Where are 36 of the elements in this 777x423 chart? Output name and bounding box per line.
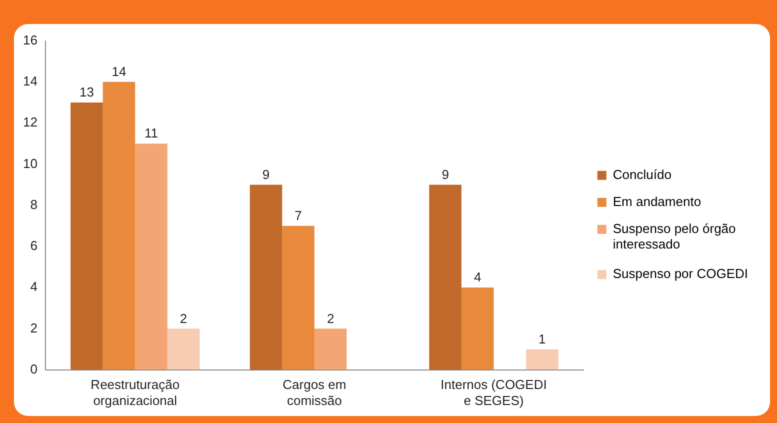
bar	[461, 288, 494, 370]
y-tick-label: 0	[30, 361, 38, 376]
x-tick-label: Internos (COGEDI e SEGES)	[440, 377, 547, 408]
data-label: 7	[294, 208, 302, 223]
y-tick-label: 16	[22, 32, 38, 48]
bar	[102, 82, 136, 370]
data-label: 4	[474, 270, 482, 285]
bar	[282, 226, 314, 370]
data-label: 2	[180, 310, 188, 326]
data-label: 14	[112, 64, 126, 80]
data-label: 2	[326, 310, 334, 326]
x-tick-label: Cargos em comissão	[282, 377, 346, 408]
bar	[135, 144, 168, 370]
y-tick-label: 6	[30, 238, 38, 254]
y-tick-label: 8	[30, 196, 38, 212]
legend-label: Concluído	[612, 166, 672, 182]
y-tick-label: 4	[30, 279, 38, 294]
data-label: 11	[144, 126, 158, 141]
legend-label: Em andamento	[612, 194, 702, 209]
bar	[70, 102, 103, 370]
y-tick-label: 10	[22, 156, 38, 171]
bar	[526, 349, 558, 370]
y-tick-label: 12	[22, 114, 38, 130]
x-tick-label: Reestruturação organizacional	[90, 377, 180, 408]
bar	[429, 184, 462, 370]
legend-label: Suspenso por COGEDI	[612, 266, 748, 282]
data-label: 9	[262, 166, 270, 182]
legend-label: Suspenso pelo órgão interessado	[612, 220, 736, 252]
bar	[314, 328, 347, 370]
bar	[250, 184, 282, 370]
data-label: 1	[538, 331, 546, 346]
y-tick-label: 2	[30, 320, 38, 336]
data-label: 13	[79, 84, 94, 100]
data-label: 9	[442, 166, 449, 182]
bar	[167, 328, 200, 370]
y-tick-label: 14	[22, 74, 38, 89]
